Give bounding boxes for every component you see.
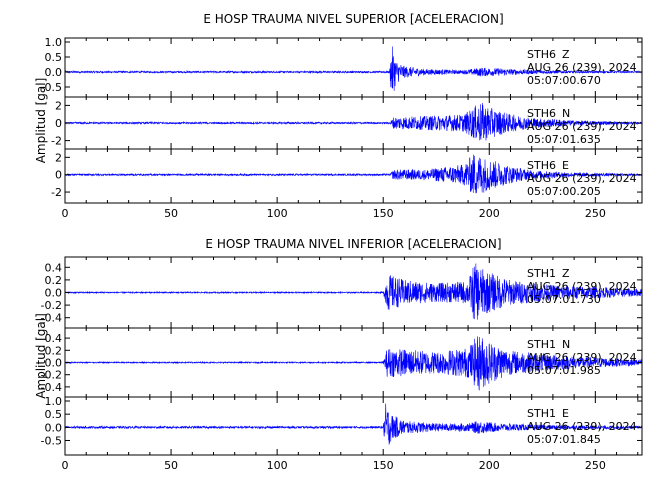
y-tick-label: 0.0 (45, 357, 63, 370)
y-tick-label: 2 (55, 151, 62, 164)
waveform-line (64, 263, 643, 320)
y-tick-label: 1.0 (45, 395, 63, 408)
x-tick-label: 100 (267, 459, 288, 472)
component-label: Z (562, 48, 570, 61)
component-label: E (562, 407, 569, 420)
x-tick-label: 150 (373, 207, 394, 220)
time-label: 05:07:00.670 (527, 74, 601, 87)
x-tick-label: 50 (164, 459, 178, 472)
y-tick-label: -0.4 (41, 312, 62, 325)
x-tick-label: 0 (62, 459, 69, 472)
y-tick-label: -0.4 (41, 381, 62, 394)
time-label: 05:07:01.985 (527, 364, 601, 377)
y-tick-label: 0.5 (45, 51, 63, 64)
y-tick-label: 0.0 (45, 66, 63, 79)
station-label: STH1 (527, 407, 556, 420)
y-tick-label: 0.4 (45, 261, 63, 274)
y-tick-label: 0.4 (45, 332, 63, 345)
date-label: AUG 26 (239), 2024 (527, 120, 637, 133)
waveform-line (64, 102, 643, 141)
station-label: STH6 (527, 107, 556, 120)
time-label: 05:07:01.845 (527, 433, 601, 446)
panel-frame (64, 396, 643, 456)
component-label: N (562, 338, 570, 351)
time-label: 05:07:01.635 (527, 133, 601, 146)
x-tick-label: 250 (585, 207, 606, 220)
time-label: 05:07:00.205 (527, 185, 601, 198)
y-tick-label: 0.5 (45, 408, 63, 421)
date-label: AUG 26 (239), 2024 (527, 351, 637, 364)
y-tick-label: 0.2 (45, 344, 63, 357)
time-label: 05:07:01.730 (527, 293, 601, 306)
station-label: STH6 (527, 159, 556, 172)
waveform-line (64, 336, 643, 391)
station-label: STH6 (527, 48, 556, 61)
date-label: AUG 26 (239), 2024 (527, 420, 637, 433)
y-tick-label: -0.5 (41, 81, 62, 94)
x-tick-label: 150 (373, 459, 394, 472)
component-label: Z (562, 267, 570, 280)
x-tick-label: 200 (479, 207, 500, 220)
chart-title: E HOSP TRAUMA NIVEL INFERIOR [ACELERACIO… (205, 237, 501, 251)
y-tick-label: 0 (55, 117, 62, 130)
y-tick-label: 0 (55, 169, 62, 182)
date-label: AUG 26 (239), 2024 (527, 172, 637, 185)
date-label: AUG 26 (239), 2024 (527, 61, 637, 74)
y-tick-label: 0.2 (45, 274, 63, 287)
x-tick-label: 100 (267, 207, 288, 220)
y-axis-label: Amplitud [gal] (34, 78, 48, 164)
y-axis-label: Amplitud [gal] (34, 313, 48, 399)
waveform-line (64, 46, 643, 91)
y-tick-label: 1.0 (45, 36, 63, 49)
waveform-line (64, 154, 643, 194)
y-tick-label: 0.0 (45, 421, 63, 434)
y-tick-label: -2 (51, 186, 62, 199)
y-tick-label: -0.2 (41, 299, 62, 312)
waveform-line (64, 403, 643, 445)
y-tick-label: -0.5 (41, 434, 62, 447)
y-tick-label: -2 (51, 135, 62, 148)
x-tick-label: 250 (585, 459, 606, 472)
panel-frame (64, 148, 643, 204)
station-label: STH1 (527, 338, 556, 351)
y-tick-label: 0.0 (45, 287, 63, 300)
component-label: E (562, 159, 569, 172)
x-tick-label: 0 (62, 207, 69, 220)
x-tick-label: 200 (479, 459, 500, 472)
x-tick-label: 50 (164, 207, 178, 220)
date-label: AUG 26 (239), 2024 (527, 280, 637, 293)
y-tick-label: 2 (55, 99, 62, 112)
chart-title: E HOSP TRAUMA NIVEL SUPERIOR [ACELERACIO… (203, 12, 503, 26)
y-tick-label: -0.2 (41, 369, 62, 382)
station-label: STH1 (527, 267, 556, 280)
component-label: N (562, 107, 570, 120)
